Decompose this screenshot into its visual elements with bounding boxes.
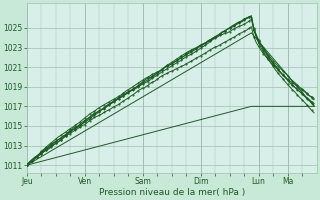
X-axis label: Pression niveau de la mer( hPa ): Pression niveau de la mer( hPa ): [99, 188, 245, 197]
